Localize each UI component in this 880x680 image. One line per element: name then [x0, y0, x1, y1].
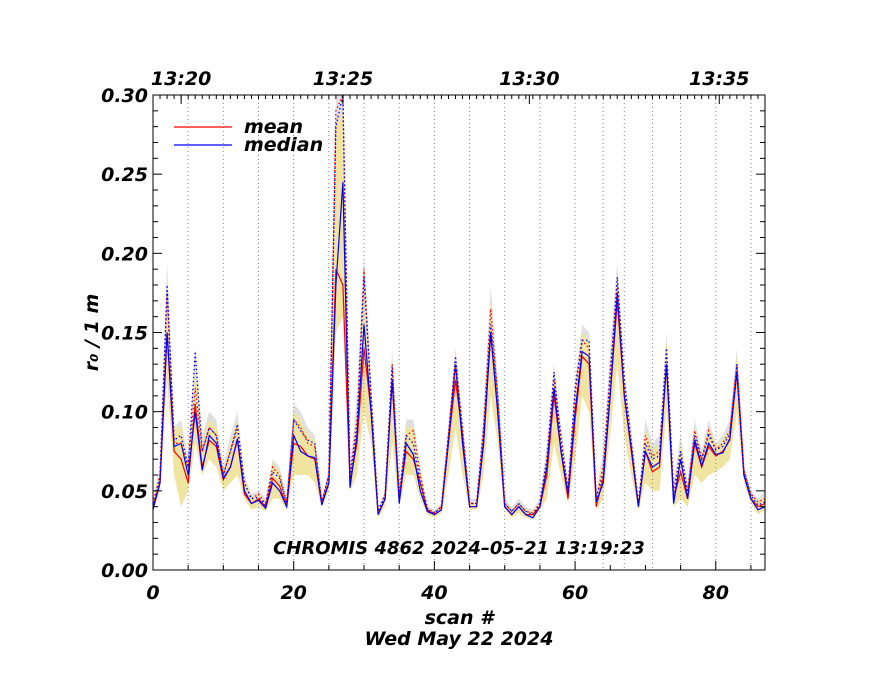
x-tick-label: 60 — [562, 582, 588, 604]
y-tick-label: 0.15 — [101, 323, 148, 345]
top-time-label: 13:35 — [689, 68, 749, 90]
band-1 — [153, 110, 765, 520]
range-bands — [153, 95, 765, 520]
plot-annotation: CHROMIS 4862 2024–05–21 13:19:23 — [273, 538, 645, 559]
y-tick-label: 0.30 — [101, 85, 148, 107]
date-label: Wed May 22 2024 — [365, 628, 554, 650]
series-line-3 — [152, 94, 766, 516]
axis-tick-labels: 0 20 40 60 800.000.050.100.150.200.250.3013:… — [101, 68, 749, 604]
axis-ticks — [152, 94, 765, 571]
y-tick-label: 0.25 — [101, 164, 148, 186]
x-tick-label: 0 — [146, 582, 159, 604]
y-tick-label: 0.10 — [101, 402, 148, 424]
legend-label-mean: mean — [244, 116, 303, 138]
top-time-label: 13:25 — [313, 68, 373, 90]
band-0 — [153, 95, 765, 518]
legend-label-median: median — [244, 134, 323, 156]
x-tick-label: 20 — [280, 582, 306, 604]
y-tick-label: 0.00 — [101, 560, 148, 582]
series-line-2 — [152, 94, 766, 514]
x-tick-label: 80 — [703, 582, 729, 604]
y-tick-label: 0.05 — [101, 481, 148, 503]
y-axis-label: r₀ / 1 m — [81, 294, 103, 372]
x-tick-label: 40 — [420, 582, 447, 604]
top-time-label: 13:20 — [151, 68, 211, 90]
x-axis-label: scan # — [425, 607, 496, 629]
series-line-1 — [152, 182, 766, 519]
top-time-label: 13:30 — [499, 68, 559, 90]
y-tick-label: 0.20 — [101, 243, 148, 265]
series-lines — [152, 94, 766, 519]
